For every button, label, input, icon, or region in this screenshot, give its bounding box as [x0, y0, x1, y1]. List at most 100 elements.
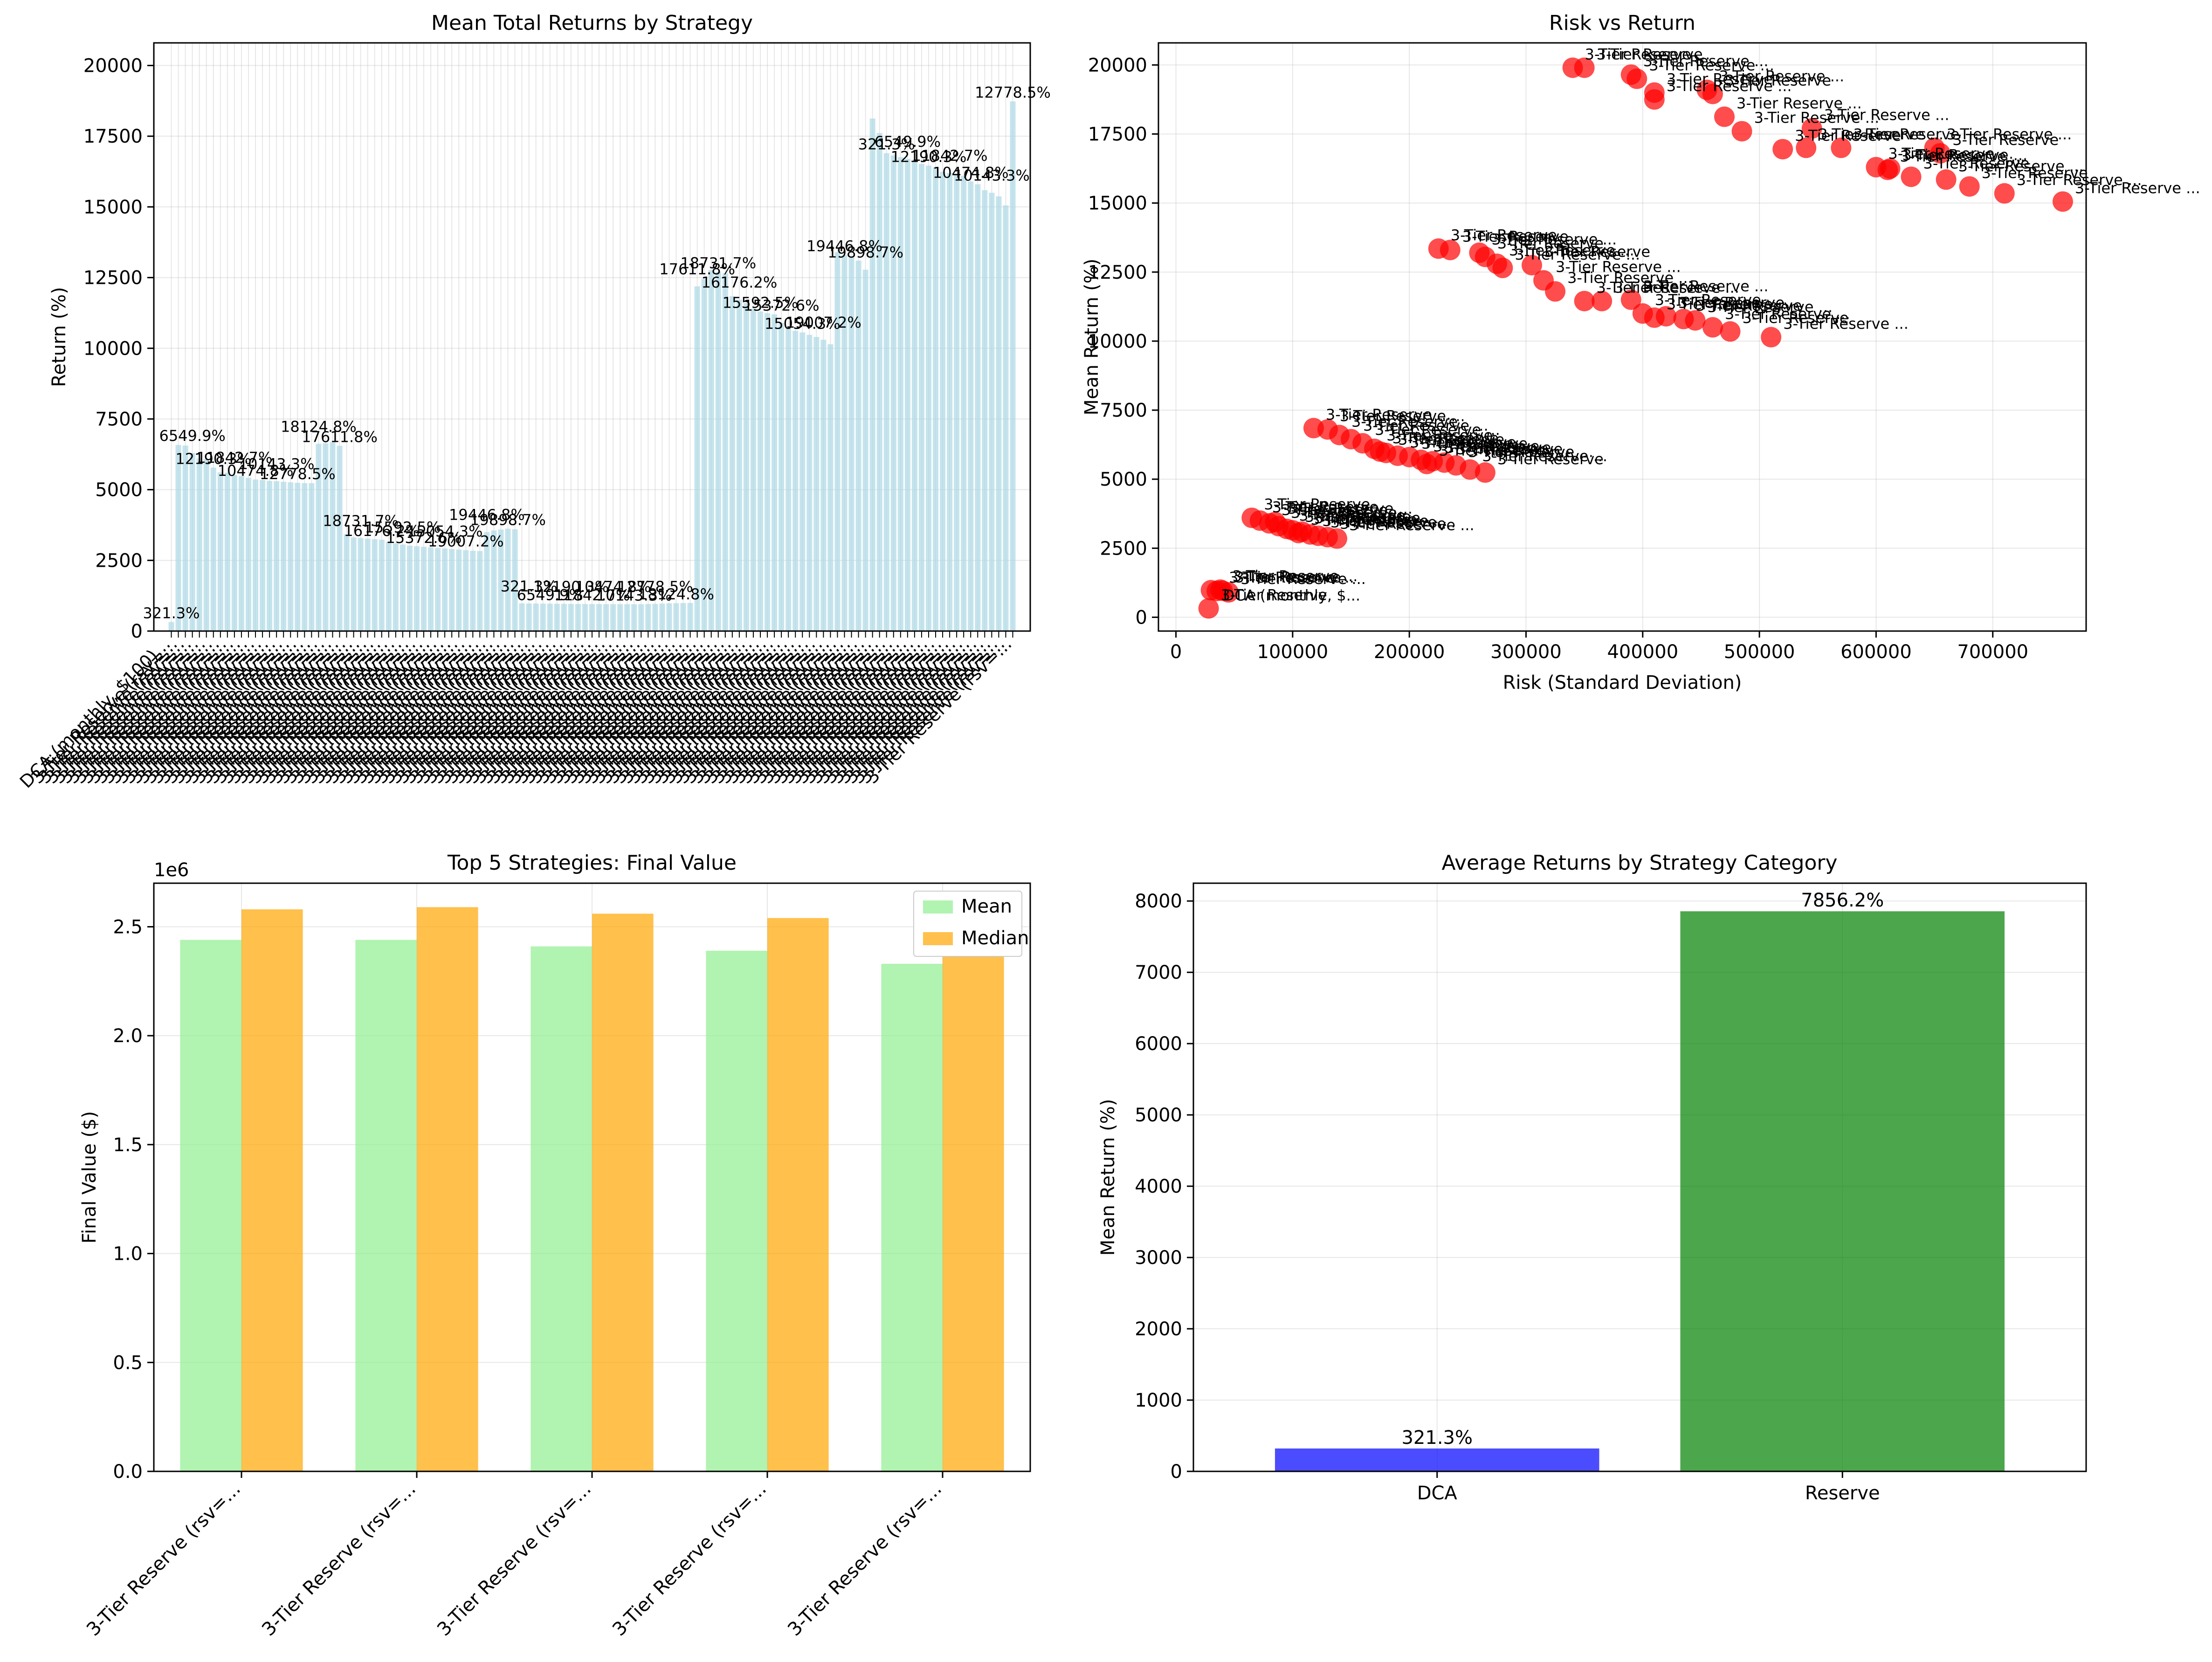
- point-annotation: 3-Tier Reserve ...: [1719, 68, 1844, 85]
- strategy-bar: [1003, 205, 1009, 632]
- strategy-bar: [316, 444, 322, 631]
- strategy-bar: [288, 482, 294, 631]
- y-tick-label: 7000: [1135, 962, 1182, 983]
- bar-value-label: 11842.7%: [912, 147, 988, 165]
- point-annotation: 3-Tier Reserve ...: [1233, 567, 1358, 585]
- y-tick-label: 20000: [83, 55, 143, 77]
- strategy-bar: [449, 549, 455, 631]
- strategy-bar: [372, 539, 378, 631]
- strategy-bar: [386, 542, 392, 631]
- mean-bar: [706, 950, 767, 1471]
- returns-by-strategy-ylabel: Return (%): [48, 287, 70, 387]
- strategy-bar: [603, 604, 609, 631]
- legend-median-swatch: [923, 932, 953, 945]
- point-annotation: 3-Tier Reserve: [1982, 164, 2088, 182]
- point-annotation: 3-Tier Reserve ...: [1783, 315, 1909, 332]
- bar-value-label: 19898.7%: [470, 511, 546, 529]
- strategy-bar: [624, 604, 630, 631]
- point-annotation: 3-Tier Reserve ...: [1392, 429, 1518, 447]
- strategy-bar: [876, 133, 882, 632]
- point-annotation: 3-Tier Reserve ...: [1287, 500, 1413, 517]
- strategy-bar: [337, 446, 343, 631]
- scatter-point: [1720, 321, 1741, 342]
- strategy-bar: [722, 273, 728, 631]
- y-tick-label: 4000: [1135, 1176, 1182, 1197]
- point-annotation: 3-Tier Reserve: [1451, 226, 1557, 244]
- strategy-bar: [477, 551, 483, 631]
- strategy-bar: [400, 544, 406, 631]
- strategy-bar: [533, 604, 539, 631]
- y-tick-label: 10000: [1088, 331, 1147, 352]
- point-annotation: 3-Tier Reserve ...: [1305, 508, 1430, 526]
- category-returns-chart: 321.3% 7856.2% 0 1000 2000 3000 4000 5000 6000 7…: [1097, 851, 2087, 1504]
- strategy-bar: [954, 173, 960, 631]
- category-value-label: 7856.2%: [1801, 890, 1884, 911]
- strategy-bar: [940, 172, 946, 632]
- strategy-bar: [526, 603, 532, 631]
- top5-offset-text: 1e6: [154, 859, 189, 881]
- bar-value-label: 15592.5%: [365, 518, 441, 536]
- point-annotation: 3-Tier Reserve: [1497, 234, 1604, 252]
- strategy-bar: [743, 303, 749, 631]
- median-bar: [592, 913, 654, 1471]
- bar-value-label: 15372.6%: [386, 529, 462, 547]
- point-annotation: 3-Tier Reserve ...: [1707, 298, 1833, 316]
- point-annotation: 3-Tier Reserve ...: [1649, 56, 1774, 74]
- point-annotation: 3-Tier Reserve ...: [1445, 439, 1570, 457]
- strategy-bar: [757, 311, 764, 631]
- strategy-bar: [267, 481, 273, 631]
- strategy-bar: [589, 604, 595, 631]
- bar-value-label: 321.3%: [858, 136, 915, 153]
- point-annotation: 3-Tier Reserve ...: [1240, 570, 1366, 588]
- bar-value-label: 12190.3%: [533, 578, 609, 596]
- scatter-point: [1702, 83, 1723, 104]
- strategy-bar: [309, 483, 315, 631]
- scatter-point: [1685, 310, 1706, 331]
- bar-value-label: 18124.8%: [281, 418, 357, 435]
- point-annotation: 3-Tier Reserve ...: [1667, 77, 1792, 95]
- point-annotation: 3-Tier Reserve ...: [1299, 507, 1424, 524]
- point-annotation: 3-Tier Reserve ...: [1326, 406, 1451, 424]
- strategy-bar: [575, 604, 581, 631]
- category-returns-title: Average Returns by Strategy Category: [1441, 851, 1837, 875]
- scatter-point: [1644, 89, 1665, 110]
- y-tick-label: 5000: [1100, 469, 1147, 490]
- strategy-bar: [175, 445, 181, 631]
- point-annotation: 3-Tier Reserve ...: [1737, 95, 1862, 112]
- strategy-bar: [168, 622, 174, 631]
- point-annotation: 3-Tier Reserve ...: [1900, 148, 2025, 165]
- strategy-bar: [638, 604, 644, 631]
- bar-value-label: 6549.9%: [517, 586, 583, 604]
- strategy-bar: [519, 603, 525, 631]
- strategy-bar: [659, 604, 665, 631]
- point-annotation: 3-Tier Reserve: [1456, 440, 1563, 458]
- strategy-bar: [582, 604, 588, 631]
- strategy-bar: [561, 604, 567, 631]
- scatter-point: [1492, 257, 1513, 278]
- point-annotation: 3-Tier Reserve ...: [2075, 179, 2200, 197]
- category-value-label: 321.3%: [1401, 1427, 1473, 1449]
- scatter-point: [1574, 290, 1595, 311]
- y-tick-label: 2.5: [113, 916, 143, 938]
- strategy-bar: [848, 258, 854, 631]
- strategy-bar: [407, 545, 413, 631]
- x-tick-label: 600000: [1840, 641, 1912, 663]
- bar-value-label: 6549.9%: [875, 133, 941, 151]
- bar-value-label: 19898.7%: [827, 244, 903, 261]
- scatter-point: [1796, 137, 1817, 158]
- strategy-bar: [547, 604, 553, 631]
- strategy-bar: [869, 118, 875, 631]
- point-annotation: 3-Tier Reserve: [1221, 586, 1327, 604]
- strategy-bar: [841, 255, 848, 631]
- point-annotation: 3-Tier Reserve: [1923, 154, 2030, 172]
- point-annotation: 3-Tier Reserve ...: [1340, 407, 1465, 425]
- point-annotation: 3-Tier Reserve ...: [1678, 294, 1804, 312]
- strategy-bar: [729, 296, 735, 631]
- point-annotation: 3-Tier Reserve ...: [1330, 514, 1456, 531]
- point-annotation: 3-Tier Reserve ...: [1410, 433, 1535, 451]
- point-annotation: 3-Tier Reserve ...: [1363, 417, 1488, 434]
- strategy-bar: [420, 547, 427, 631]
- point-annotation: 3-Tier Reserve ...: [1824, 106, 1950, 124]
- strategy-bar: [617, 604, 623, 631]
